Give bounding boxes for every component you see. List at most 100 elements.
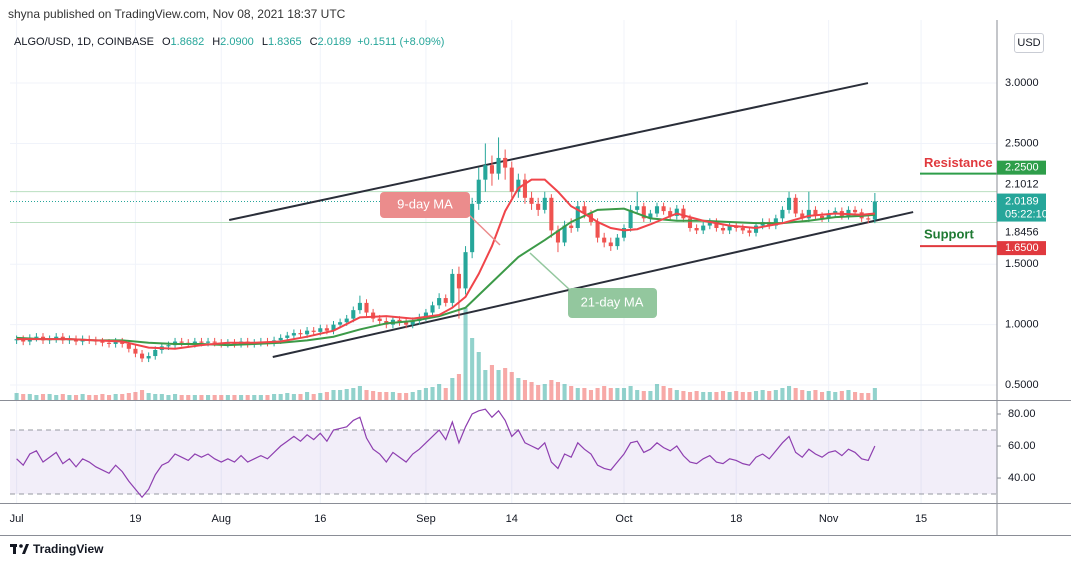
- ohlc-key: H: [212, 36, 221, 48]
- volume-bar: [641, 391, 646, 400]
- candle-body: [423, 312, 428, 318]
- candle-body: [687, 218, 693, 228]
- y-tick-label: 1.0000: [1005, 319, 1039, 331]
- volume-bar: [126, 393, 131, 400]
- volume-bar: [456, 374, 461, 400]
- candle-body: [872, 201, 877, 220]
- volume-bar: [206, 395, 211, 400]
- candle-body: [714, 221, 719, 228]
- volume-bar: [443, 388, 448, 400]
- level-tag: [997, 160, 1046, 175]
- candle-body: [331, 324, 336, 331]
- volume-bar: [100, 394, 105, 400]
- candle-body: [529, 197, 534, 204]
- x-tick-label: 19: [129, 513, 141, 525]
- candle-body: [199, 341, 204, 343]
- candle-body: [100, 341, 105, 343]
- volume-bar: [483, 370, 488, 400]
- candle-body: [212, 341, 217, 343]
- candle-body: [866, 218, 871, 220]
- volume-bar: [179, 395, 184, 400]
- candle-body: [54, 336, 59, 340]
- candle-body: [720, 227, 726, 231]
- volume-bar: [575, 388, 580, 400]
- volume-bar: [173, 394, 178, 400]
- candle-body: [456, 273, 461, 289]
- annotation-box: [380, 192, 470, 218]
- volume-bar: [780, 388, 785, 400]
- y-tick-label: 1.5000: [1005, 258, 1039, 270]
- candle-body: [285, 335, 290, 338]
- currency-button[interactable]: USD: [1014, 33, 1044, 53]
- volume-bar: [747, 392, 752, 400]
- volume-bar: [40, 394, 46, 400]
- x-tick-label: 14: [506, 513, 518, 525]
- ohlc-key: L: [261, 36, 268, 48]
- volume-bar: [562, 384, 567, 400]
- candle-body: [846, 209, 851, 216]
- volume-bar: [410, 392, 415, 400]
- plot-area: Resistance Support: [10, 20, 997, 503]
- volume-bar: [621, 388, 627, 400]
- volume-bar: [357, 386, 362, 400]
- volume-bar: [489, 365, 494, 400]
- candle-body: [694, 227, 699, 231]
- candle-body: [740, 227, 745, 231]
- x-tick-label: 18: [730, 513, 742, 525]
- annotation-arrow: [529, 252, 571, 291]
- level-tag: [997, 241, 1046, 256]
- moving-average: [16, 178, 875, 350]
- volume-bar: [635, 390, 640, 400]
- volume-bar: [826, 391, 831, 400]
- candle-body: [351, 310, 356, 319]
- volume-bar: [113, 394, 118, 400]
- volume-bar: [846, 390, 851, 400]
- candle-body: [549, 197, 554, 231]
- candle-body: [635, 206, 640, 210]
- candle-body: [476, 179, 481, 204]
- volume-bar: [681, 391, 686, 400]
- volume-bar: [542, 384, 547, 400]
- logo-shape: [22, 544, 29, 554]
- candle-body: [641, 206, 646, 219]
- logo-shape: [19, 544, 23, 548]
- rsi-tick-label: 80.00: [1008, 408, 1036, 420]
- volume-bar: [351, 388, 356, 400]
- volume-bar: [753, 391, 759, 400]
- candle-body: [318, 328, 323, 332]
- volume-bar: [73, 395, 79, 400]
- volume-bar: [258, 395, 263, 400]
- volume-bar: [793, 388, 798, 400]
- volume-bar: [714, 392, 719, 400]
- candle-body: [404, 322, 409, 325]
- candle-body: [628, 209, 633, 228]
- candle-body: [483, 165, 488, 180]
- candle-body: [595, 221, 600, 238]
- volume-bar: [628, 386, 633, 400]
- current-price-label: 2.0189: [1005, 195, 1039, 207]
- volume-bar: [602, 386, 607, 400]
- volume-bar: [278, 394, 283, 400]
- candle-body: [621, 227, 627, 238]
- candle-body: [608, 242, 613, 247]
- candle-body: [489, 165, 494, 174]
- volume-bar: [397, 393, 402, 400]
- volume-bar: [476, 352, 481, 400]
- candle-body: [344, 318, 349, 323]
- volume-bar: [430, 387, 435, 400]
- candle-body: [727, 225, 732, 231]
- x-tick-label: Jul: [10, 513, 24, 525]
- volume-bar: [740, 392, 745, 400]
- ohlc-legend: ALGO/USD, 1D, COINBASE O1.8682 H2.0900 L1.8…: [14, 36, 444, 48]
- rsi-line: [16, 408, 876, 499]
- x-tick-label: 15: [915, 513, 927, 525]
- volume-bar: [522, 380, 528, 400]
- x-tick-label: Sep: [416, 513, 436, 525]
- volume-bar: [536, 385, 541, 400]
- trend-line: [228, 82, 869, 222]
- volume-bar: [707, 392, 712, 400]
- volume-bar: [820, 392, 825, 400]
- volume-bar: [139, 390, 145, 400]
